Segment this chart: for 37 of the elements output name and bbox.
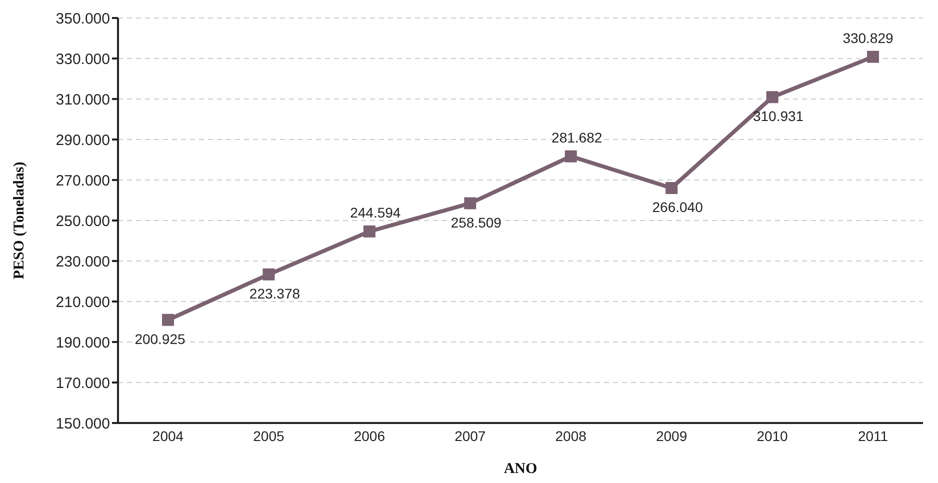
- x-tick-label: 2011: [858, 428, 888, 444]
- x-tick-label: 2004: [152, 428, 184, 444]
- point: [262, 268, 275, 280]
- y-tick-label: 290.000: [56, 132, 110, 149]
- y-tick-label: 310.000: [56, 91, 110, 108]
- data-label: 223.378: [249, 285, 300, 302]
- y-tick-label: 350.000: [56, 10, 110, 28]
- x-tick-label: 2008: [555, 428, 587, 444]
- y-tick-label: 270.000: [56, 172, 110, 190]
- x-tick-label: 2009: [656, 428, 688, 444]
- y-tick-label: 210.000: [56, 294, 110, 311]
- point: [867, 50, 879, 63]
- x-tick-label: 2010: [756, 428, 788, 444]
- y-tick-label: 330.000: [56, 50, 110, 68]
- data-label: 330.829: [842, 30, 894, 46]
- y-tick-label: 250.000: [56, 212, 110, 230]
- point: [666, 182, 678, 194]
- x-tick-label: 2007: [454, 428, 486, 444]
- y-axis-title: PESO (Toneladas): [11, 162, 28, 280]
- x-axis-title: ANO: [504, 461, 538, 477]
- data-label: 244.594: [350, 204, 401, 220]
- data-label: 258.509: [450, 214, 502, 230]
- point: [162, 314, 174, 326]
- data-label: 310.931: [752, 108, 804, 124]
- point: [363, 225, 376, 238]
- x-tick-label: 2005: [253, 428, 284, 444]
- point: [464, 197, 476, 210]
- x-tick-label: 2006: [354, 428, 386, 444]
- y-tick-label: 170.000: [56, 374, 110, 392]
- data-label: 281.682: [552, 129, 602, 146]
- data-label: 266.040: [652, 199, 704, 216]
- y-tick-label: 230.000: [56, 253, 110, 270]
- y-tick-label: 150.000: [56, 415, 110, 432]
- point: [766, 91, 778, 104]
- point: [564, 150, 577, 162]
- data-label: 200.925: [134, 330, 186, 347]
- y-tick-label: 190.000: [56, 334, 110, 352]
